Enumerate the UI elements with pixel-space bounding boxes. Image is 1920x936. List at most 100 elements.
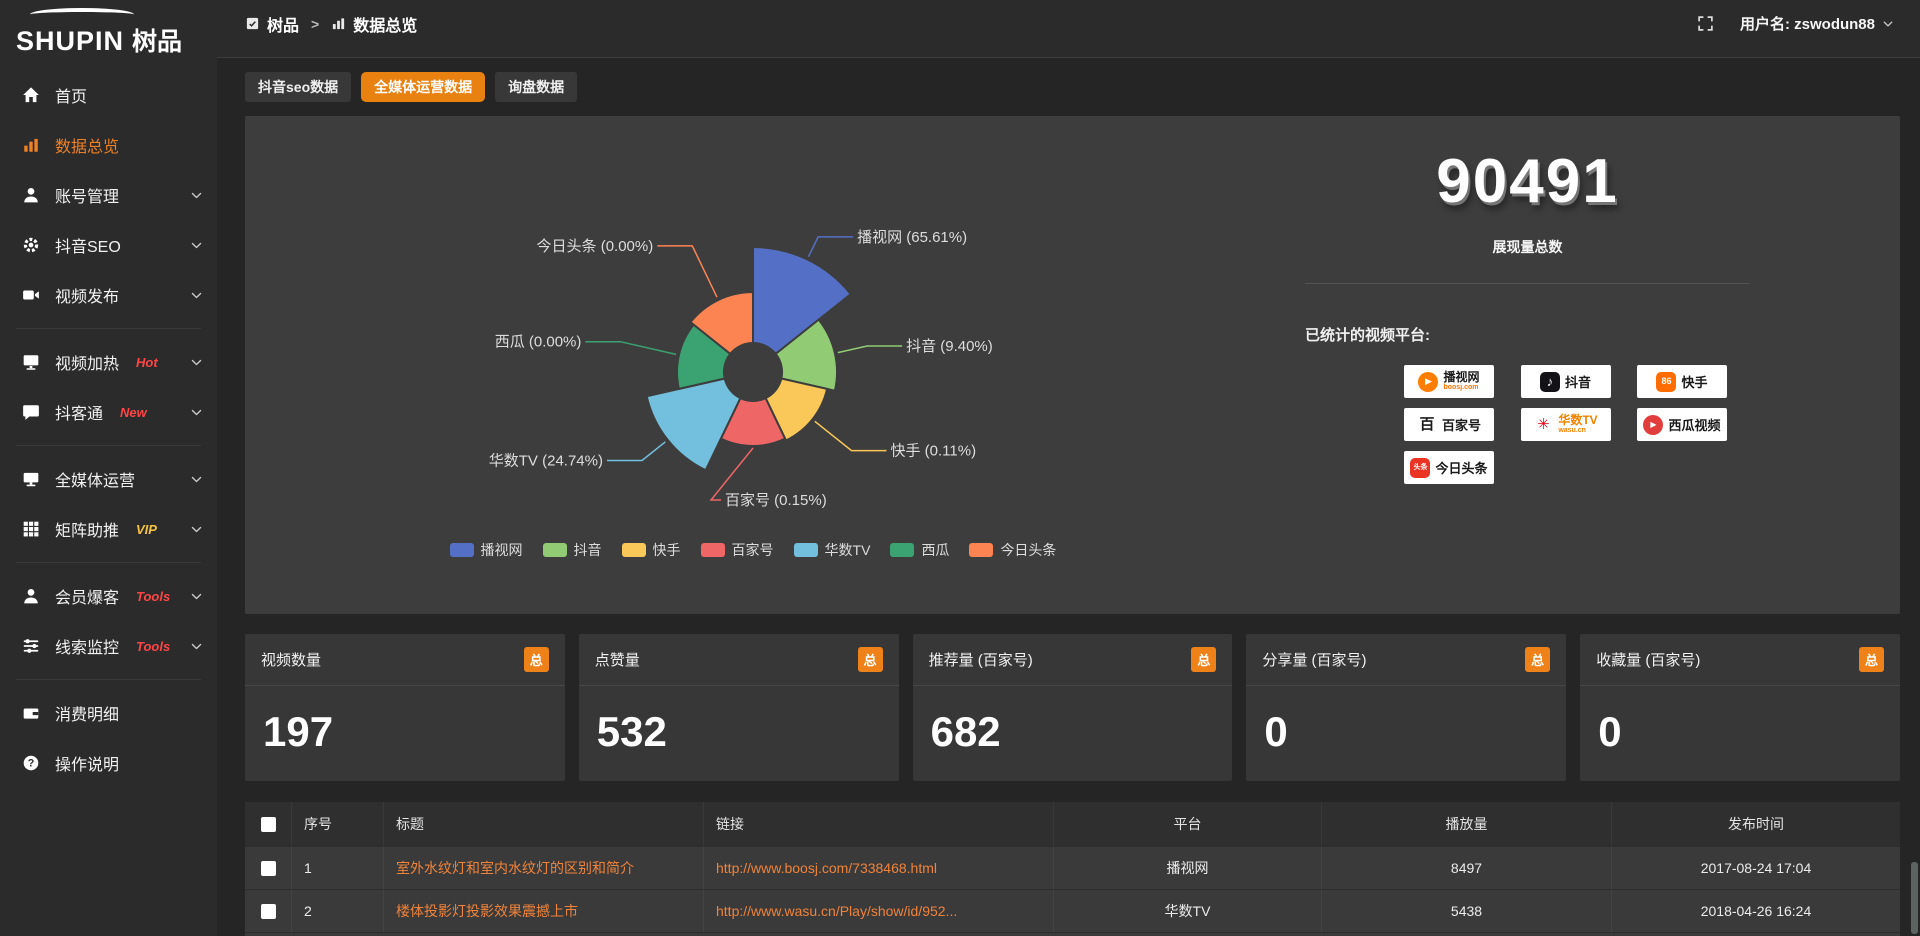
member-icon [22, 587, 40, 605]
total-impressions-label: 展现量总数 [1492, 239, 1563, 255]
pie-slice-华数TV[interactable] [645, 377, 742, 472]
pie-label: 今日头条 (0.00%) [537, 238, 654, 255]
pie-slice-西瓜[interactable] [676, 323, 732, 391]
chart-icon [22, 136, 40, 154]
sidebar-item-label: 线索监控 [55, 640, 120, 657]
pie-label: 华数TV (24.74%) [489, 453, 603, 470]
cell-title[interactable]: 室外水纹灯和室内水纹灯的区别和简介 [383, 847, 703, 889]
pie-label-line [657, 245, 718, 298]
platform-subtext: boosj.com [1443, 384, 1479, 392]
pie-slice-今日头条[interactable] [689, 290, 754, 356]
logo-text-cn: 树品 [132, 28, 183, 56]
stat-value: 532 [596, 708, 667, 755]
pie-label-line [585, 340, 677, 356]
stat-label: 收藏量 (百家号) [1596, 652, 1701, 669]
platform-badge-播视网: ▶ 播视网 boosj.com [1404, 365, 1494, 398]
sidebar-item-badge: New [120, 404, 147, 420]
sidebar-item-视频加热[interactable]: 视频加热 Hot [0, 337, 217, 387]
sidebar-item-label: 账号管理 [55, 189, 120, 206]
app-icon [245, 16, 260, 31]
breadcrumb-item-page[interactable]: 数据总览 [331, 12, 417, 36]
legend-label: 华数TV [824, 542, 871, 558]
legend-item-快手[interactable]: 快手 [621, 540, 681, 560]
platform-badge-今日头条: 头条 今日头条 [1404, 451, 1494, 484]
legend-label: 西瓜 [921, 542, 950, 558]
sidebar-item-badge: Hot [136, 354, 158, 370]
legend-item-西瓜[interactable]: 西瓜 [890, 540, 949, 560]
cell-title[interactable]: 楼体投影灯投影效果震撼上市 [383, 890, 703, 932]
sidebar-item-label: 矩阵助推 [55, 523, 120, 540]
sidebar-item-会员爆客[interactable]: 会员爆客 Tools [0, 571, 217, 621]
kuaishou-logo: 86 [1656, 371, 1677, 392]
tab-全媒体运营数据[interactable]: 全媒体运营数据 [361, 72, 486, 102]
platform-name: 华数TV [1558, 413, 1598, 428]
sidebar-item-视频发布[interactable]: 视频发布 [0, 270, 217, 320]
pie-label-line [709, 447, 754, 501]
table-row: 1 室外水纹灯和室内水纹灯的区别和简介 http://www.boosj.com/7… [245, 846, 1900, 889]
cell-link[interactable]: http://www.wasu.cn/Play/show/id/952... [703, 890, 1053, 932]
sidebar-item-矩阵助推[interactable]: 矩阵助推 VIP [0, 504, 217, 554]
pie-label-line [607, 441, 666, 462]
platforms-list-label: 已统计的视频平台: [1305, 327, 1430, 344]
select-all-checkbox[interactable] [260, 816, 276, 832]
platform-name: 抖音 [1564, 375, 1591, 390]
user-menu[interactable]: 用户名: zswodun88 [1740, 13, 1894, 34]
chart-legend: 播视网 抖音 快手 百家号 华数TV 西瓜 今日头条 [245, 540, 1261, 560]
legend-swatch [542, 543, 567, 557]
stat-value: 0 [1598, 708, 1622, 755]
svg-text:?: ? [28, 758, 35, 770]
stat-card-点赞量: 点赞量 总 532 [578, 634, 899, 781]
row-checkbox[interactable] [260, 903, 276, 919]
sidebar-item-抖音SEO[interactable]: 抖音SEO [0, 220, 217, 270]
sidebar: SHUPIN 树品 首页 数据总览账号管理抖音SEO 视频发布视频加热 Hot 抖客通 N… [0, 0, 217, 936]
pie-slice-播视网[interactable] [752, 245, 853, 356]
video-icon [22, 286, 40, 304]
total-badge: 总 [523, 647, 549, 672]
video-title-link[interactable]: 楼体投影灯投影效果震撼上市 [396, 903, 578, 919]
pie-slice-快手[interactable] [764, 377, 829, 442]
pie-label: 播视网 (65.61%) [857, 229, 967, 246]
column-header-plays: 播放量 [1321, 802, 1611, 846]
pie-slice-百家号[interactable] [719, 396, 787, 448]
legend-item-华数TV[interactable]: 华数TV [793, 540, 871, 560]
pie-slice-抖音[interactable] [774, 318, 838, 392]
sidebar-item-数据总览[interactable]: 数据总览 [0, 120, 217, 170]
fullscreen-icon[interactable] [1697, 15, 1714, 32]
sidebar-item-全媒体运营[interactable]: 全媒体运营 [0, 454, 217, 504]
stat-value: 0 [1264, 708, 1288, 755]
legend-item-百家号[interactable]: 百家号 [700, 540, 774, 560]
sidebar-item-消费明细[interactable]: 消费明细 [0, 688, 217, 738]
logo-arc-decoration [30, 8, 134, 21]
pie-label: 抖音 (9.40%) [906, 338, 993, 355]
platform-subtext: wasu.cn [1558, 427, 1586, 435]
platform-name: 播视网 [1443, 370, 1480, 385]
video-url-link[interactable]: http://www.wasu.cn/Play/show/id/952... [716, 903, 958, 919]
sidebar-item-首页[interactable]: 首页 [0, 70, 217, 120]
pie-label: 百家号 (0.15%) [725, 492, 827, 509]
row-checkbox[interactable] [260, 860, 276, 876]
column-header-link: 链接 [703, 802, 1053, 846]
legend-item-今日头条[interactable]: 今日头条 [969, 540, 1056, 560]
legend-item-抖音[interactable]: 抖音 [542, 540, 602, 560]
cell-seq: 1 [291, 847, 383, 889]
legend-label: 快手 [652, 542, 681, 558]
legend-swatch [969, 543, 994, 557]
chevron-down-icon [1882, 18, 1894, 30]
topbar: 树品 > 数据总览 用户名: zswodun88 [217, 0, 1920, 58]
stat-label: 视频数量 [261, 652, 322, 669]
video-url-link[interactable]: http://www.boosj.com/7338468.html [716, 860, 938, 876]
tab-抖音seo数据[interactable]: 抖音seo数据 [245, 72, 352, 102]
cell-link[interactable]: http://www.boosj.com/7338468.html [703, 847, 1053, 889]
page-scrollbar[interactable] [1911, 862, 1918, 934]
sidebar-item-线索监控[interactable]: 线索监控 Tools [0, 621, 217, 671]
legend-swatch [890, 543, 915, 557]
video-title-link[interactable]: 室外水纹灯和室内水纹灯的区别和简介 [396, 860, 634, 876]
tab-询盘数据[interactable]: 询盘数据 [495, 72, 578, 102]
sidebar-item-操作说明[interactable]: ? 操作说明 [0, 738, 217, 788]
sidebar-item-抖客通[interactable]: 抖客通 New [0, 387, 217, 437]
stat-label: 分享量 (百家号) [1262, 652, 1367, 669]
breadcrumb-item-app[interactable]: 树品 [245, 12, 299, 36]
sidebar-item-账号管理[interactable]: 账号管理 [0, 170, 217, 220]
legend-item-播视网[interactable]: 播视网 [449, 540, 523, 560]
app-logo[interactable]: SHUPIN 树品 [0, 0, 217, 58]
